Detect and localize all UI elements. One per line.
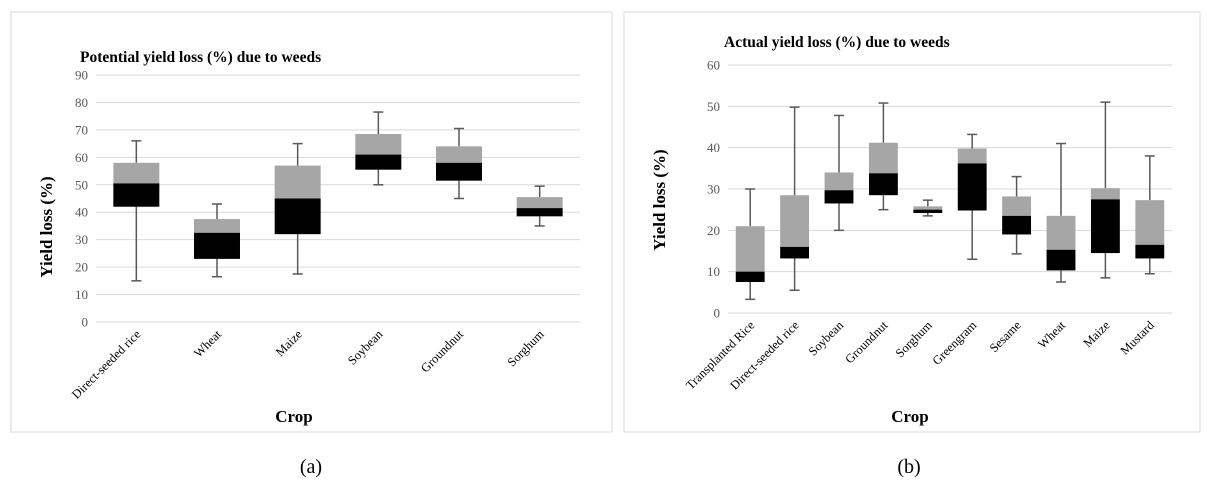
upper-box xyxy=(436,146,482,163)
chart-a-boxes xyxy=(113,111,563,282)
y-tick-label: 60 xyxy=(707,58,720,73)
box-greengram xyxy=(957,133,987,261)
upper-box xyxy=(913,206,943,210)
panel-label-b: (b) xyxy=(897,456,920,478)
y-tick-label: 40 xyxy=(75,205,88,220)
chart-a: Potential yield loss (%) due to weeds 0 1… xyxy=(10,11,613,433)
lower-box xyxy=(355,154,402,170)
box-wheat xyxy=(194,203,240,278)
lower-box xyxy=(868,173,898,196)
y-tick-label: 90 xyxy=(75,68,88,83)
y-tick-label: 30 xyxy=(707,182,720,197)
lower-box xyxy=(194,232,240,259)
y-tick-label: 50 xyxy=(75,177,88,192)
upper-box xyxy=(1090,188,1120,200)
y-tick-label: 40 xyxy=(707,140,720,155)
chart-a-gridlines xyxy=(96,74,580,323)
lower-box xyxy=(780,246,810,259)
upper-box xyxy=(274,165,321,199)
box-soybean xyxy=(355,111,402,186)
upper-box xyxy=(824,172,854,191)
box-transplanted-rice xyxy=(735,188,765,301)
lower-box xyxy=(516,208,563,217)
y-tick-label: 10 xyxy=(75,287,88,302)
y-tick-label: 0 xyxy=(714,306,721,321)
box-soybean xyxy=(824,114,854,232)
upper-box xyxy=(1002,196,1032,216)
box-mustard xyxy=(1135,155,1165,275)
y-tick-label: 50 xyxy=(707,99,720,114)
upper-box xyxy=(516,197,563,209)
upper-box xyxy=(735,226,765,272)
chart-a-x-axis-label: Crop xyxy=(275,407,312,426)
panel-label-a: (a) xyxy=(300,456,322,478)
y-tick-label: 0 xyxy=(82,315,89,330)
box-sorghum xyxy=(516,185,563,227)
lower-box xyxy=(735,271,765,282)
lower-box xyxy=(1135,244,1165,259)
box-sesame xyxy=(1002,175,1032,255)
box-maize xyxy=(274,142,321,275)
y-tick-label: 30 xyxy=(75,232,88,247)
y-tick-label: 10 xyxy=(707,264,720,279)
y-tick-label: 70 xyxy=(75,122,88,137)
box-sorghum xyxy=(913,199,943,217)
chart-b-y-ticks: 0 10 20 30 40 50 60 xyxy=(707,58,720,321)
y-tick-label: 80 xyxy=(75,95,88,110)
box-groundnut xyxy=(436,127,482,200)
y-tick-label: 20 xyxy=(75,260,88,275)
chart-a-title: Potential yield loss (%) due to weeds xyxy=(80,49,321,66)
lower-box xyxy=(436,162,482,181)
chart-b-x-axis-label: Crop xyxy=(891,407,928,426)
chart-b-y-axis-label: Yield loss (%) xyxy=(650,149,669,250)
upper-box xyxy=(113,162,160,184)
upper-box xyxy=(1046,215,1076,250)
lower-box xyxy=(1090,199,1120,254)
lower-box xyxy=(913,209,943,213)
box-wheat xyxy=(1046,142,1076,283)
lower-box xyxy=(274,198,321,235)
upper-box xyxy=(1135,200,1165,245)
upper-box xyxy=(355,134,402,155)
box-maize xyxy=(1090,101,1120,279)
box-direct-seeded-rice xyxy=(113,140,160,282)
box-groundnut xyxy=(868,102,898,211)
lower-box xyxy=(1046,249,1076,271)
lower-box xyxy=(1002,215,1032,235)
chart-b-boxes xyxy=(735,101,1165,301)
upper-box xyxy=(194,219,240,233)
upper-box xyxy=(868,142,898,174)
lower-box xyxy=(957,163,987,211)
box-direct-seeded-rice xyxy=(780,106,810,292)
y-tick-label: 20 xyxy=(707,223,720,238)
chart-b-title: Actual yield loss (%) due to weeds xyxy=(724,34,950,51)
upper-box xyxy=(780,195,810,247)
chart-b: Actual yield loss (%) due to weeds 0 10 20… xyxy=(623,11,1201,433)
y-tick-label: 60 xyxy=(75,150,88,165)
lower-box xyxy=(824,190,854,204)
lower-box xyxy=(113,183,160,207)
chart-a-y-ticks: 0 10 20 30 40 50 60 70 80 90 xyxy=(75,68,88,330)
upper-box xyxy=(957,148,987,164)
chart-a-y-axis-label: Yield loss (%) xyxy=(37,176,56,277)
